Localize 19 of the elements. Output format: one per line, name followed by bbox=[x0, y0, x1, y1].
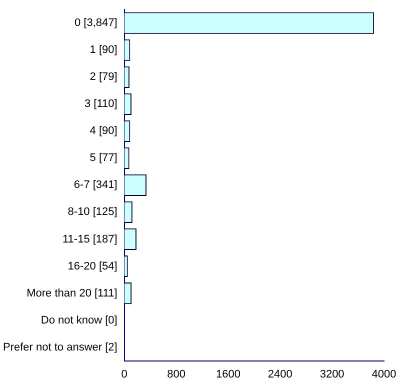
y-tick-label: Prefer not to answer [2] bbox=[2, 341, 118, 354]
y-tick-label: Do not know [0] bbox=[40, 314, 118, 326]
x-tick-label: 4000 bbox=[372, 368, 396, 380]
y-tick-label: 5 [77] bbox=[90, 152, 118, 164]
y-tick-label: 0 [3,847] bbox=[74, 17, 118, 30]
y-tick-label: 3 [110] bbox=[84, 98, 118, 110]
y-tick-label: More than 20 [111] bbox=[26, 287, 118, 300]
y-tick-label: 8-10 [125] bbox=[68, 206, 118, 218]
y-tick-label: 2 [79] bbox=[90, 71, 118, 84]
y-tick-label: 11-15 [187] bbox=[62, 233, 118, 246]
x-tick-label: 800 bbox=[167, 368, 186, 380]
x-tick-label: 3200 bbox=[320, 368, 344, 380]
y-tick-label: 1 [90] bbox=[90, 44, 118, 56]
x-tick-label: 1600 bbox=[216, 368, 240, 380]
y-tick-label: 6-7 [341] bbox=[74, 179, 118, 192]
x-tick-label: 0 bbox=[121, 368, 128, 380]
y-tick-label: 4 [90] bbox=[90, 125, 118, 138]
y-tick-label: 16-20 [54] bbox=[68, 260, 118, 272]
x-tick-label: 2400 bbox=[268, 368, 292, 380]
